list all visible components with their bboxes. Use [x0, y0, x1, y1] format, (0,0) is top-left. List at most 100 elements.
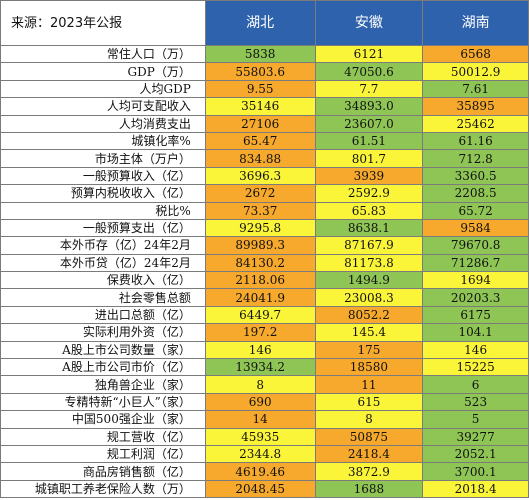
table-row: 独角兽企业（家） 8 11 6 — [0, 375, 529, 394]
value-cell: 79670.8 — [422, 236, 529, 255]
province-header-anhui: 安徽 — [314, 0, 424, 46]
value-cell: 50012.9 — [422, 62, 529, 81]
table-row: 一般预算收入（亿） 3696.3 3939 3360.5 — [0, 166, 529, 186]
table-row: A股上市公司市价（亿） 13934.2 18580 15225 — [0, 358, 529, 377]
table-row: 市场主体（万户） 834.88 801.7 712.8 — [0, 149, 529, 168]
value-cell: 6175 — [422, 305, 529, 325]
value-cell: 61.16 — [422, 131, 529, 151]
value-cell: 50875 — [314, 427, 424, 446]
value-cell: 65.83 — [314, 201, 424, 220]
row-label: 保费收入（亿） — [0, 271, 206, 290]
value-cell: 45935 — [204, 427, 316, 446]
value-cell: 47050.6 — [314, 62, 424, 81]
value-cell: 89989.3 — [204, 236, 316, 255]
value-cell: 65.72 — [422, 201, 529, 220]
table-row: 规工营收（亿） 45935 50875 39277 — [0, 427, 529, 446]
value-cell: 5838 — [204, 44, 316, 64]
value-cell: 2208.5 — [422, 184, 529, 203]
table-body: 常住人口（万） 5838 6121 6568 GDP（万） 55803.6 47050.6 5… — [0, 44, 529, 499]
table-row: 城镇职工养老保险人数（万） 2048.45 1688 2018.4 — [0, 479, 529, 499]
value-cell: 84130.2 — [204, 253, 316, 273]
value-cell: 2344.8 — [204, 444, 316, 464]
row-label: A股上市公司市价（亿） — [0, 358, 206, 377]
value-cell: 11 — [314, 375, 424, 394]
table-row: 商品房销售额（亿） 4619.46 3872.9 3700.1 — [0, 462, 529, 481]
value-cell: 13934.2 — [204, 358, 316, 377]
table-row: 实际利用外资（亿） 197.2 145.4 104.1 — [0, 323, 529, 342]
value-cell: 3360.5 — [422, 166, 529, 186]
value-cell: 145.4 — [314, 323, 424, 342]
row-label: 规工利润（亿） — [0, 444, 206, 464]
province-header-hunan: 湖南 — [422, 0, 529, 46]
table-row: 进出口总额（亿） 6449.7 8052.2 6175 — [0, 305, 529, 325]
row-label: 人均GDP — [0, 79, 206, 99]
value-cell: 7.7 — [314, 79, 424, 99]
row-label: 人均可支配收入 — [0, 97, 206, 116]
row-label: 实际利用外资（亿） — [0, 323, 206, 342]
header-row: 来源：2023年公报 湖北 安徽 湖南 — [0, 0, 529, 46]
row-label: 社会零售总额 — [0, 288, 206, 307]
row-label: 独角兽企业（家） — [0, 375, 206, 394]
row-label: 城镇职工养老保险人数（万） — [0, 479, 206, 499]
value-cell: 6121 — [314, 44, 424, 64]
value-cell: 8052.2 — [314, 305, 424, 325]
value-cell: 523 — [422, 392, 529, 412]
value-cell: 27106 — [204, 114, 316, 133]
value-cell: 18580 — [314, 358, 424, 377]
table-row: 专精特新“小巨人”（家） 690 615 523 — [0, 392, 529, 412]
table-row: 社会零售总额 24041.9 23008.3 20203.3 — [0, 288, 529, 307]
value-cell: 20203.3 — [422, 288, 529, 307]
value-cell: 175 — [314, 340, 424, 360]
value-cell: 2052.1 — [422, 444, 529, 464]
value-cell: 1494.9 — [314, 271, 424, 290]
value-cell: 6568 — [422, 44, 529, 64]
province-header-hubei: 湖北 — [204, 0, 316, 46]
row-label: GDP（万） — [0, 62, 206, 81]
value-cell: 2672 — [204, 184, 316, 203]
row-label: A股上市公司数量（家） — [0, 340, 206, 360]
table-row: 人均GDP 9.55 7.7 7.61 — [0, 79, 529, 99]
value-cell: 71286.7 — [422, 253, 529, 273]
value-cell: 2118.06 — [204, 271, 316, 290]
value-cell: 81173.8 — [314, 253, 424, 273]
value-cell: 23008.3 — [314, 288, 424, 307]
table-row: A股上市公司数量（家） 146 175 146 — [0, 340, 529, 360]
table-row: 本外币存（亿）24年2月 89989.3 87167.9 79670.8 — [0, 236, 529, 255]
table-row: GDP（万） 55803.6 47050.6 50012.9 — [0, 62, 529, 81]
table-row: 一般预算支出（亿） 9295.8 8638.1 9584 — [0, 218, 529, 238]
value-cell: 615 — [314, 392, 424, 412]
table-row: 规工利润（亿） 2344.8 2418.4 2052.1 — [0, 444, 529, 464]
value-cell: 35146 — [204, 97, 316, 116]
value-cell: 104.1 — [422, 323, 529, 342]
table-row: 中国500强企业（家） 14 8 5 — [0, 410, 529, 429]
row-label: 规工营收（亿） — [0, 427, 206, 446]
table-row: 人均消费支出 27106 23607.0 25462 — [0, 114, 529, 133]
table-row: 人均可支配收入 35146 34893.0 35895 — [0, 97, 529, 116]
row-label: 税比% — [0, 201, 206, 220]
value-cell: 8 — [204, 375, 316, 394]
row-label: 预算内税收收入（亿） — [0, 184, 206, 203]
value-cell: 801.7 — [314, 149, 424, 168]
value-cell: 2048.45 — [204, 479, 316, 499]
row-label: 中国500强企业（家） — [0, 410, 206, 429]
source-label: 来源：2023年公报 — [0, 0, 206, 46]
value-cell: 25462 — [422, 114, 529, 133]
value-cell: 65.47 — [204, 131, 316, 151]
value-cell: 712.8 — [422, 149, 529, 168]
value-cell: 15225 — [422, 358, 529, 377]
value-cell: 23607.0 — [314, 114, 424, 133]
value-cell: 39277 — [422, 427, 529, 446]
value-cell: 4619.46 — [204, 462, 316, 481]
value-cell: 8 — [314, 410, 424, 429]
value-cell: 55803.6 — [204, 62, 316, 81]
value-cell: 834.88 — [204, 149, 316, 168]
table-row: 税比% 73.37 65.83 65.72 — [0, 201, 529, 220]
value-cell: 61.51 — [314, 131, 424, 151]
value-cell: 9584 — [422, 218, 529, 238]
value-cell: 73.37 — [204, 201, 316, 220]
value-cell: 1694 — [422, 271, 529, 290]
value-cell: 3939 — [314, 166, 424, 186]
table-row: 保费收入（亿） 2118.06 1494.9 1694 — [0, 271, 529, 290]
row-label: 本外币贷（亿）24年2月 — [0, 253, 206, 273]
